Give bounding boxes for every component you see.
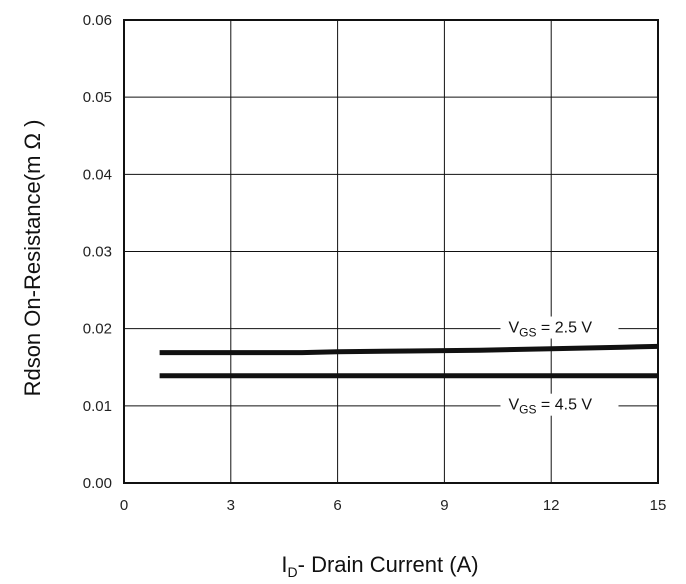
x-axis-label-subscript: D xyxy=(288,564,298,580)
y-tick-label: 0.01 xyxy=(83,398,112,415)
series-line-1 xyxy=(159,343,659,356)
y-tick-label: 0.06 xyxy=(83,12,112,29)
x-tick-label: 0 xyxy=(120,497,128,514)
annotation-subscript: GS xyxy=(519,403,536,417)
x-tick-label: 12 xyxy=(543,497,560,514)
x-tick-labels: 0 3 6 9 12 15 xyxy=(120,497,667,514)
y-tick-label: 0.05 xyxy=(83,89,112,106)
x-axis-label-suffix: - Drain Current (A) xyxy=(298,552,479,577)
x-tick-label: 3 xyxy=(227,497,235,514)
plot-area-frame xyxy=(123,19,659,484)
series-annotation-2: VGS = 4.5 V xyxy=(508,397,592,417)
annotation-subscript: GS xyxy=(519,326,536,340)
series-group xyxy=(159,343,659,379)
annotation-prefix: V xyxy=(508,397,519,414)
annotation-suffix: = 2.5 V xyxy=(536,320,592,337)
y-tick-label: 0.04 xyxy=(83,166,112,183)
annotation-suffix: = 4.5 V xyxy=(536,397,592,414)
y-tick-label: 0.02 xyxy=(83,321,112,338)
x-tick-label: 15 xyxy=(650,497,667,514)
annotation-prefix: V xyxy=(508,320,519,337)
x-axis-label-prefix: I xyxy=(281,552,287,577)
series-annotation-1: VGS = 2.5 V xyxy=(508,320,592,340)
grid-lines xyxy=(124,20,658,483)
x-tick-label: 9 xyxy=(440,497,448,514)
annotation-background xyxy=(500,393,619,416)
x-axis-label: ID- Drain Current (A) xyxy=(281,552,478,580)
x-tick-label: 6 xyxy=(333,497,341,514)
y-tick-label: 0.03 xyxy=(83,244,112,261)
y-axis-label: Rdson On-Resistance(m Ω ) xyxy=(20,120,45,397)
y-tick-labels: 0.00 0.01 0.02 0.03 0.04 0.05 0.06 xyxy=(83,12,112,492)
y-tick-label: 0.00 xyxy=(83,475,112,492)
annotation-background xyxy=(500,316,619,339)
